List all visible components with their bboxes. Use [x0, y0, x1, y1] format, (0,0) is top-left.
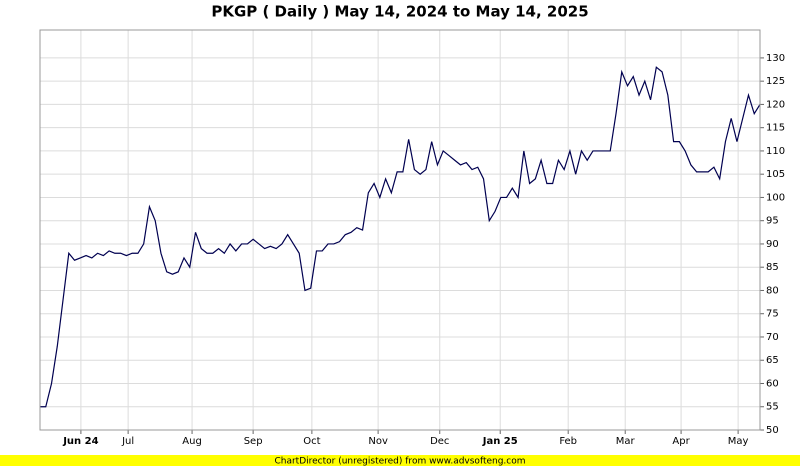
- y-tick-label: 125: [766, 76, 785, 87]
- y-tick-label: 80: [766, 285, 779, 296]
- y-tick-label: 55: [766, 402, 779, 413]
- y-tick-label: 90: [766, 239, 779, 250]
- x-tick-label: Apr: [672, 436, 690, 447]
- y-tick-label: 60: [766, 378, 779, 389]
- x-tick-label: Dec: [430, 436, 449, 447]
- x-tick-label: Oct: [303, 436, 320, 447]
- y-tick-label: 85: [766, 262, 779, 273]
- chart-title: PKGP ( Daily ) May 14, 2024 to May 14, 2…: [211, 3, 588, 21]
- y-tick-label: 50: [766, 425, 779, 436]
- footer-bar: [0, 455, 800, 466]
- x-tick-label: Aug: [182, 436, 202, 447]
- x-tick-label: May: [728, 436, 749, 447]
- price-line: [40, 66, 761, 408]
- x-tick-label: Nov: [368, 436, 388, 447]
- y-tick-label: 115: [766, 123, 785, 134]
- y-tick-label: 75: [766, 309, 779, 320]
- x-tick-label: Jan 25: [482, 436, 518, 447]
- plot-frame: [39, 29, 761, 431]
- footer: ChartDirector (unregistered) from www.ad…: [274, 457, 525, 466]
- x-tick-label: Feb: [559, 436, 577, 447]
- x-tick-label: Jul: [121, 436, 134, 447]
- y-tick-label: 95: [766, 216, 779, 227]
- x-tick-label: Sep: [244, 436, 263, 447]
- x-tick-label: Mar: [616, 436, 636, 447]
- y-tick-label: 105: [766, 169, 785, 180]
- y-tick-label: 120: [766, 99, 785, 110]
- y-tick-label: 65: [766, 355, 779, 366]
- y-tick-label: 130: [766, 53, 785, 64]
- y-tick-label: 100: [766, 192, 785, 203]
- y-tick-label: 110: [766, 146, 785, 157]
- x-tick-label: Jun 24: [62, 436, 98, 447]
- y-tick-label: 70: [766, 332, 779, 343]
